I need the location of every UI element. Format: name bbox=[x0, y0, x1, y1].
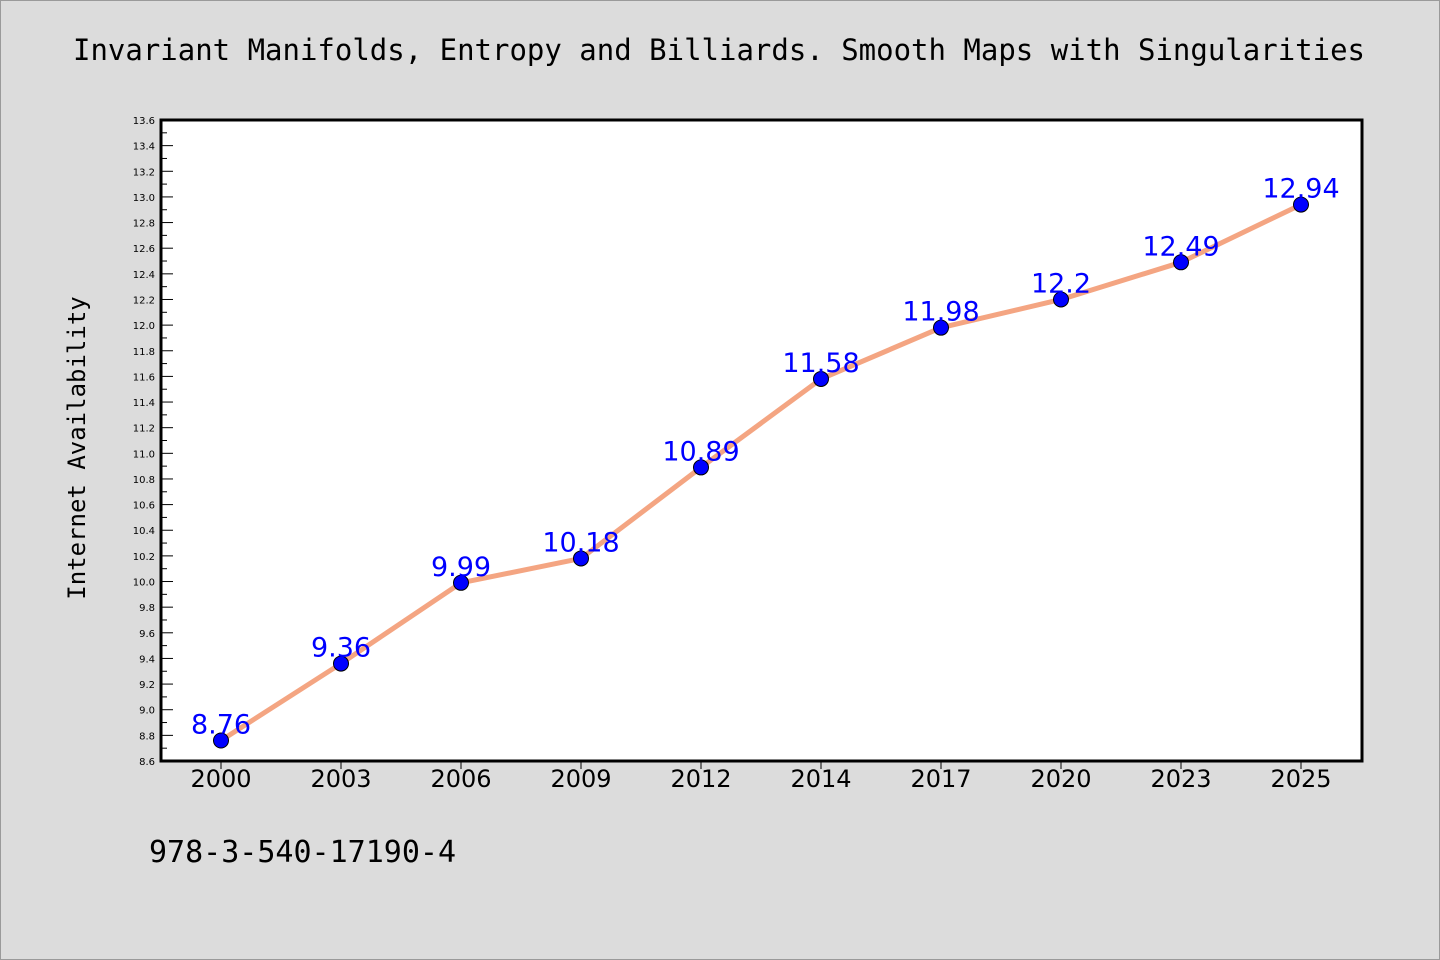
y-tick-label: 8.6 bbox=[139, 757, 155, 768]
y-tick-label: 8.8 bbox=[139, 731, 155, 742]
chart-title: Invariant Manifolds, Entropy and Billiar… bbox=[72, 33, 1365, 67]
x-tick-label: 2012 bbox=[670, 765, 731, 793]
x-axis-ticks: 2000 2003 2006 2009 2012 2014 2017 2020 2023 2025 bbox=[190, 761, 1332, 793]
data-point bbox=[573, 550, 589, 567]
y-tick-label: 10.4 bbox=[133, 526, 155, 537]
x-tick-label: 2020 bbox=[1030, 765, 1091, 793]
x-tick-label: 2017 bbox=[910, 765, 971, 793]
y-tick-label: 11.6 bbox=[133, 372, 155, 383]
y-tick-label: 13.0 bbox=[133, 193, 155, 204]
data-point bbox=[1293, 196, 1309, 213]
y-tick-label: 9.2 bbox=[139, 680, 155, 691]
x-tick-label: 2014 bbox=[790, 765, 851, 793]
data-label: 11.98 bbox=[902, 297, 979, 328]
x-tick-label: 2003 bbox=[310, 765, 371, 793]
data-point bbox=[1053, 291, 1069, 308]
series-line bbox=[218, 202, 1304, 743]
y-tick-label: 12.6 bbox=[133, 244, 155, 255]
data-label: 11.58 bbox=[782, 348, 859, 379]
y-tick-label: 11.2 bbox=[133, 424, 155, 435]
y-tick-label: 9.4 bbox=[139, 654, 155, 665]
data-point bbox=[813, 370, 829, 387]
y-tick-label: 12.2 bbox=[133, 295, 155, 306]
y-tick-label: 13.2 bbox=[133, 167, 155, 178]
y-tick-label: 10.6 bbox=[133, 501, 155, 512]
data-point bbox=[213, 732, 229, 749]
series-data-labels: 8.76 9.36 9.99 10.18 10.89 11.58 11.98 12.2 12.4… bbox=[191, 174, 1340, 741]
x-tick-label: 2006 bbox=[430, 765, 491, 793]
y-tick-label: 13.6 bbox=[133, 116, 155, 127]
y-tick-label: 12.8 bbox=[133, 219, 155, 230]
y-tick-label: 12.4 bbox=[133, 270, 155, 281]
y-tick-label: 10.0 bbox=[133, 578, 155, 589]
y-tick-label: 10.8 bbox=[133, 475, 155, 486]
x-tick-label: 2000 bbox=[190, 765, 251, 793]
data-label: 10.18 bbox=[542, 527, 619, 558]
y-tick-label: 9.6 bbox=[139, 629, 155, 640]
data-label: 8.76 bbox=[191, 709, 251, 740]
y-tick-label: 13.4 bbox=[133, 142, 155, 153]
y-axis-ticks: 8.6 8.8 9.0 9.2 9.4 9.6 9.8 10.0 10.2 10.4 10.6 10.… bbox=[133, 116, 173, 768]
series-line-group bbox=[218, 202, 1304, 743]
data-label: 12.2 bbox=[1031, 268, 1091, 299]
data-label: 12.94 bbox=[1262, 174, 1339, 205]
x-tick-label: 2009 bbox=[550, 765, 611, 793]
y-tick-label: 11.8 bbox=[133, 347, 155, 358]
y-tick-label: 11.4 bbox=[133, 398, 155, 409]
data-label: 9.36 bbox=[311, 633, 371, 664]
y-tick-label: 12.0 bbox=[133, 321, 155, 332]
isbn-text: 978-3-540-17190-4 bbox=[149, 835, 457, 870]
y-axis-label: Internet Availability bbox=[63, 296, 91, 599]
x-tick-label: 2023 bbox=[1150, 765, 1211, 793]
plot-area bbox=[159, 118, 1364, 763]
y-tick-label: 9.8 bbox=[139, 603, 155, 614]
data-point bbox=[333, 655, 349, 672]
data-label: 12.49 bbox=[1142, 231, 1219, 262]
data-label: 10.89 bbox=[662, 436, 739, 467]
x-tick-label: 2025 bbox=[1270, 765, 1331, 793]
data-point bbox=[453, 574, 469, 591]
y-tick-label: 10.2 bbox=[133, 552, 155, 563]
y-tick-label: 9.0 bbox=[139, 706, 155, 717]
data-label: 9.99 bbox=[431, 552, 491, 583]
data-point bbox=[933, 319, 949, 336]
series-markers bbox=[213, 196, 1309, 749]
data-point bbox=[1173, 254, 1189, 271]
y-tick-label: 11.0 bbox=[133, 449, 155, 460]
data-point bbox=[693, 459, 709, 476]
